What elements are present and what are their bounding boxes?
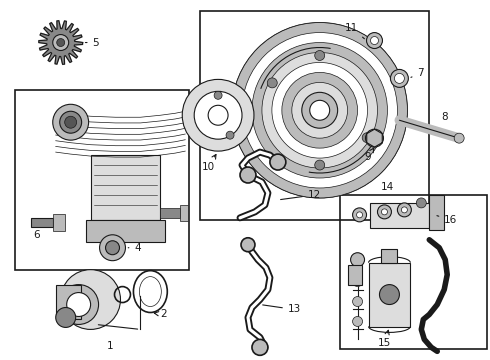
- Circle shape: [292, 82, 347, 138]
- Bar: [15, 90, 189, 270]
- Circle shape: [65, 116, 76, 128]
- Text: 12: 12: [281, 190, 321, 200]
- Circle shape: [282, 72, 358, 148]
- Circle shape: [194, 91, 242, 139]
- Circle shape: [315, 160, 325, 170]
- Bar: [340, 195, 487, 349]
- Circle shape: [67, 293, 91, 316]
- Circle shape: [353, 208, 367, 222]
- Text: 5: 5: [85, 37, 99, 48]
- Circle shape: [270, 154, 286, 170]
- Bar: [56, 285, 81, 319]
- Circle shape: [394, 73, 404, 84]
- Bar: [31, 218, 53, 227]
- Circle shape: [353, 276, 363, 287]
- Circle shape: [262, 53, 377, 168]
- Text: 14: 14: [381, 182, 394, 192]
- Bar: [53, 214, 65, 231]
- Circle shape: [397, 203, 412, 217]
- Text: 10: 10: [201, 154, 216, 172]
- Text: 13: 13: [263, 305, 301, 315]
- Circle shape: [367, 32, 383, 49]
- Circle shape: [241, 238, 255, 252]
- Circle shape: [416, 198, 426, 208]
- Circle shape: [315, 50, 325, 60]
- Text: 7: 7: [411, 68, 424, 78]
- Text: 3: 3: [76, 272, 89, 292]
- Circle shape: [302, 92, 338, 128]
- Circle shape: [242, 32, 397, 188]
- Circle shape: [267, 78, 277, 88]
- Circle shape: [56, 307, 75, 328]
- Bar: [180, 205, 188, 221]
- Circle shape: [401, 207, 407, 213]
- Circle shape: [454, 133, 464, 143]
- Text: 6: 6: [33, 222, 40, 240]
- Circle shape: [182, 80, 254, 151]
- Circle shape: [272, 62, 368, 158]
- Circle shape: [350, 253, 365, 267]
- Circle shape: [61, 270, 121, 329]
- Text: 8: 8: [441, 112, 447, 122]
- Bar: [200, 11, 429, 220]
- Text: 11: 11: [344, 23, 365, 39]
- Circle shape: [99, 235, 125, 261]
- Circle shape: [57, 39, 65, 46]
- Bar: [91, 155, 160, 220]
- Bar: [429, 195, 444, 230]
- Circle shape: [353, 297, 363, 306]
- Circle shape: [240, 167, 256, 183]
- Bar: [368, 263, 410, 328]
- Bar: [347, 265, 362, 285]
- Text: 1: 1: [107, 341, 114, 351]
- Circle shape: [53, 104, 89, 140]
- Circle shape: [357, 212, 363, 218]
- Circle shape: [377, 205, 392, 219]
- Text: 15: 15: [378, 330, 391, 348]
- Circle shape: [362, 133, 372, 143]
- Circle shape: [382, 209, 388, 215]
- Circle shape: [232, 23, 407, 198]
- Bar: [382, 249, 397, 263]
- Circle shape: [226, 131, 234, 139]
- Polygon shape: [39, 21, 83, 64]
- Circle shape: [214, 91, 222, 99]
- Circle shape: [366, 129, 384, 147]
- Circle shape: [353, 316, 363, 327]
- Text: 9: 9: [365, 148, 374, 162]
- Bar: [86, 220, 165, 242]
- Circle shape: [391, 69, 408, 87]
- Text: 2: 2: [154, 310, 167, 319]
- Circle shape: [208, 105, 228, 125]
- Circle shape: [252, 42, 388, 178]
- Circle shape: [53, 35, 69, 50]
- Circle shape: [232, 23, 407, 198]
- Circle shape: [370, 37, 378, 45]
- Text: 4: 4: [128, 243, 141, 253]
- Text: 16: 16: [437, 215, 458, 225]
- Bar: [160, 208, 180, 218]
- Circle shape: [60, 111, 82, 133]
- Circle shape: [59, 285, 98, 324]
- Circle shape: [310, 100, 330, 120]
- Bar: [369, 203, 429, 228]
- Circle shape: [105, 241, 120, 255]
- Circle shape: [379, 285, 399, 305]
- Circle shape: [252, 339, 268, 355]
